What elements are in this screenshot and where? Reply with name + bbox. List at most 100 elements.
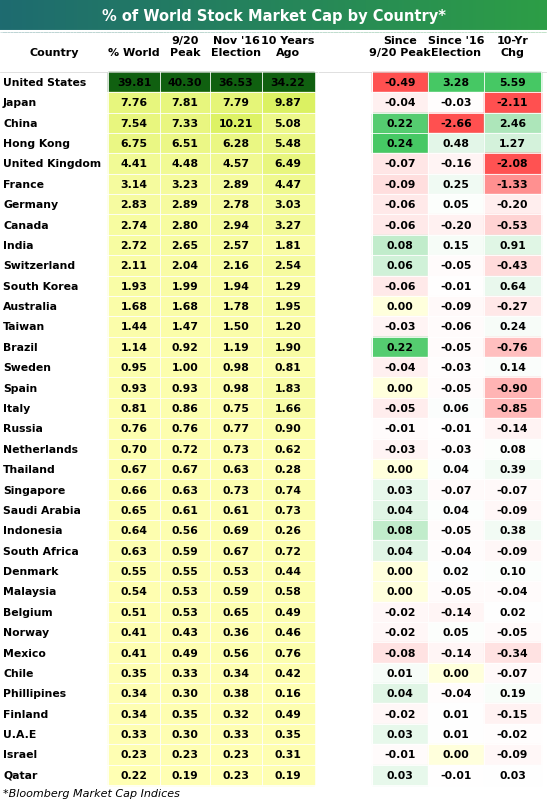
Bar <box>484 317 541 337</box>
Text: -0.04: -0.04 <box>497 587 528 597</box>
Bar <box>484 418 541 439</box>
Text: -0.20: -0.20 <box>497 200 528 210</box>
Bar <box>293 0 296 32</box>
Text: -0.06: -0.06 <box>384 220 416 230</box>
Bar <box>257 0 261 32</box>
Text: -0.14: -0.14 <box>440 648 472 658</box>
Text: -0.09: -0.09 <box>497 749 528 760</box>
Bar <box>167 0 171 32</box>
Bar <box>142 0 146 32</box>
Bar <box>210 215 262 235</box>
Text: 0.35: 0.35 <box>275 729 301 739</box>
Bar <box>416 0 420 32</box>
Bar <box>484 520 541 540</box>
Text: 3.03: 3.03 <box>275 200 301 210</box>
Bar <box>428 378 484 398</box>
Text: 10.21: 10.21 <box>219 119 253 128</box>
Bar <box>160 724 210 744</box>
Bar <box>108 663 160 683</box>
Text: 0.59: 0.59 <box>172 546 199 556</box>
Text: 0.34: 0.34 <box>120 688 148 699</box>
Bar <box>282 0 286 32</box>
Text: Thailand: Thailand <box>3 465 56 475</box>
Bar <box>210 337 262 357</box>
Text: 0.61: 0.61 <box>172 505 199 516</box>
Bar <box>428 500 484 520</box>
Bar <box>388 0 392 32</box>
Text: Australia: Australia <box>3 302 58 312</box>
Bar <box>473 0 477 32</box>
Bar <box>484 459 541 479</box>
Text: 4.57: 4.57 <box>223 159 249 169</box>
Text: U.A.E: U.A.E <box>3 729 36 739</box>
Bar <box>191 0 195 32</box>
Text: 0.25: 0.25 <box>443 180 469 190</box>
Text: 40.30: 40.30 <box>168 78 202 88</box>
Text: -0.09: -0.09 <box>497 546 528 556</box>
Bar <box>262 174 314 195</box>
Bar <box>160 459 210 479</box>
Bar <box>446 0 450 32</box>
Text: 2.16: 2.16 <box>223 261 249 271</box>
Bar <box>372 439 428 459</box>
Bar <box>503 0 507 32</box>
Text: 2.89: 2.89 <box>223 180 249 190</box>
Bar <box>108 72 160 93</box>
Text: 0.92: 0.92 <box>172 342 199 353</box>
Bar <box>462 0 466 32</box>
Text: 0.36: 0.36 <box>223 627 249 638</box>
Bar <box>160 581 210 601</box>
Bar <box>108 174 160 195</box>
Bar <box>262 256 314 276</box>
Text: 0.67: 0.67 <box>223 546 249 556</box>
Bar <box>41 0 45 32</box>
Text: Singapore: Singapore <box>3 485 65 495</box>
Text: 0.04: 0.04 <box>443 505 469 516</box>
Text: -0.05: -0.05 <box>385 403 416 414</box>
Bar <box>224 0 228 32</box>
Bar <box>36 0 39 32</box>
Bar <box>232 0 236 32</box>
Bar <box>183 0 187 32</box>
Bar <box>107 0 110 32</box>
Bar <box>484 357 541 378</box>
Text: 1.99: 1.99 <box>172 281 199 291</box>
Bar <box>372 479 428 500</box>
Text: -0.07: -0.07 <box>497 668 528 678</box>
Text: Since '16: Since '16 <box>428 36 484 46</box>
Text: 2.72: 2.72 <box>120 241 148 251</box>
Bar <box>25 0 28 32</box>
Bar <box>262 500 314 520</box>
Bar <box>484 479 541 500</box>
Text: 0.23: 0.23 <box>223 770 249 780</box>
Bar <box>375 0 379 32</box>
Text: 0.53: 0.53 <box>223 566 249 577</box>
Text: 0.22: 0.22 <box>387 119 414 128</box>
Text: 3.23: 3.23 <box>171 180 199 190</box>
Bar <box>77 0 80 32</box>
Bar <box>274 0 277 32</box>
Text: 0.05: 0.05 <box>443 627 469 638</box>
Bar <box>372 581 428 601</box>
Bar <box>55 0 59 32</box>
Bar <box>372 276 428 296</box>
Text: 7.33: 7.33 <box>171 119 199 128</box>
Text: 0.00: 0.00 <box>443 668 469 678</box>
Bar <box>160 296 210 317</box>
Text: 0.15: 0.15 <box>443 241 469 251</box>
Bar <box>517 0 521 32</box>
Bar <box>262 93 314 113</box>
Text: 2.04: 2.04 <box>172 261 199 271</box>
Bar <box>145 0 149 32</box>
Bar <box>137 0 141 32</box>
Text: 0.55: 0.55 <box>121 566 147 577</box>
Text: 0.59: 0.59 <box>223 587 249 597</box>
Bar <box>262 195 314 215</box>
Bar <box>156 0 160 32</box>
Bar <box>160 378 210 398</box>
Bar <box>377 0 381 32</box>
Text: 0.00: 0.00 <box>387 587 414 597</box>
Bar <box>468 0 472 32</box>
Bar <box>161 0 165 32</box>
Text: Chg: Chg <box>501 48 525 59</box>
